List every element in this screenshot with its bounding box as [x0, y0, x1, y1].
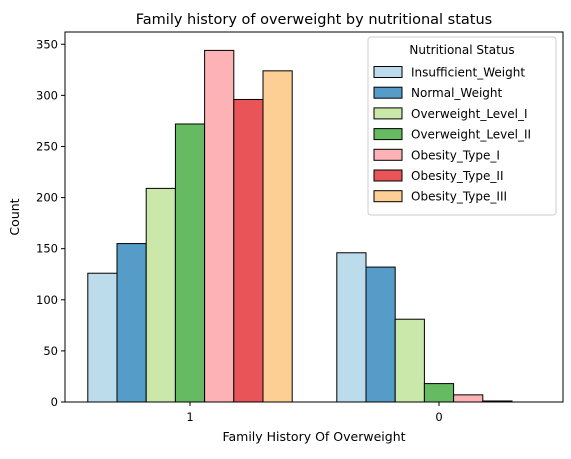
legend-swatch-overweight-level-i — [373, 107, 403, 120]
legend: Nutritional Status Insufficient_Weight No… — [367, 36, 557, 216]
legend-label-overweight-level-ii: Overweight_Level_II — [411, 128, 531, 142]
x-tick-label: 1 — [186, 410, 193, 424]
plot-frame — [64, 31, 564, 403]
bars-group — [87, 49, 513, 403]
y-axis-label: Count — [7, 198, 22, 235]
bar-normal-weight-0 — [365, 266, 396, 403]
bar-obesity-type-ii-1 — [233, 98, 264, 403]
legend-title: Nutritional Status — [409, 43, 514, 57]
bar-obesity-type-iii-1 — [262, 70, 293, 403]
bar-overweight-level-ii-1 — [174, 123, 206, 403]
legend-label-overweight-level-i: Overweight_Level_I — [411, 107, 528, 121]
y-tick-label: 250 — [36, 139, 58, 153]
legend-label-obesity-type-i: Obesity_Type_I — [411, 148, 500, 162]
legend-swatch-insufficient-weight — [373, 66, 403, 78]
legend-frame — [367, 36, 557, 216]
y-tick-label: 150 — [36, 242, 58, 256]
x-tick-label: 0 — [435, 410, 442, 424]
bar-overweight-level-ii-0 — [423, 383, 455, 403]
legend-items: Insufficient_Weight Normal_Weight Overweig… — [373, 66, 531, 204]
y-tick-label: 200 — [36, 191, 58, 205]
chart-title: Family history of overweight by nutritio… — [136, 12, 492, 28]
y-tick-label: 350 — [36, 37, 58, 51]
bar-normal-weight-1 — [116, 243, 147, 403]
legend-label-insufficient-weight: Insufficient_Weight — [411, 66, 525, 80]
bar-obesity-type-i-1 — [204, 49, 235, 403]
y-tick-label: 100 — [36, 293, 58, 307]
x-axis-label: Family History Of Overweight — [222, 429, 405, 444]
legend-swatch-obesity-type-ii — [373, 169, 403, 182]
y-axis: 0 50 100 150 200 250 300 350 — [36, 37, 65, 409]
legend-label-normal-weight: Normal_Weight — [411, 86, 503, 100]
legend-swatch-obesity-type-iii — [373, 190, 403, 203]
bar-obesity-type-i-0 — [453, 394, 484, 403]
bar-overweight-level-i-1 — [145, 187, 176, 403]
legend-swatch-obesity-type-i — [373, 148, 403, 161]
bar-insufficient-weight-0 — [336, 252, 367, 403]
legend-swatch-normal-weight — [373, 86, 403, 99]
legend-label-obesity-type-ii: Obesity_Type_II — [411, 169, 503, 183]
bar-insufficient-weight-1 — [87, 272, 118, 403]
y-tick-label: 50 — [43, 344, 58, 358]
bar-overweight-level-i-0 — [394, 318, 425, 403]
legend-swatch-overweight-level-ii — [373, 128, 403, 141]
legend-label-obesity-type-iii: Obesity_Type_III — [411, 190, 507, 204]
y-tick-label: 300 — [36, 88, 58, 102]
y-tick-label: 0 — [51, 395, 58, 409]
